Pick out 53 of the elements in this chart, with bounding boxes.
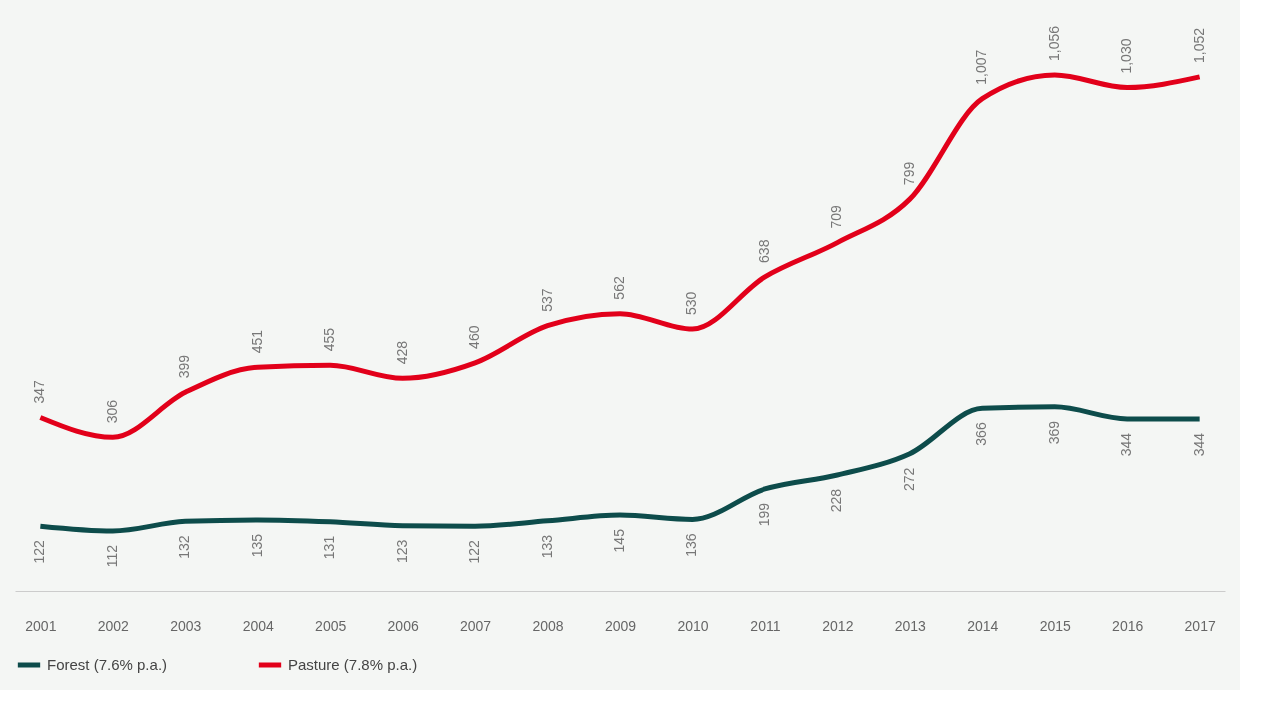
data-label: 112 — [103, 544, 120, 568]
data-label: 344 — [1190, 432, 1207, 457]
data-label: 133 — [538, 534, 555, 559]
data-label: 1,030 — [1118, 38, 1135, 74]
data-label: 1,007 — [973, 49, 990, 85]
x-tick-label: 2016 — [1112, 617, 1144, 634]
x-tick-label: 2010 — [677, 617, 709, 634]
data-label: 272 — [900, 467, 917, 492]
x-tick-label: 2011 — [750, 617, 781, 634]
data-label: 799 — [900, 161, 917, 186]
data-label: 306 — [103, 399, 120, 424]
x-tick-label: 2008 — [532, 617, 564, 634]
data-label: 369 — [1045, 420, 1062, 445]
data-label: 366 — [973, 422, 990, 446]
data-label: 228 — [828, 488, 845, 513]
data-label: 344 — [1118, 432, 1135, 457]
data-label: 135 — [248, 533, 265, 558]
data-label: 122 — [31, 539, 48, 564]
data-label: 199 — [755, 502, 772, 527]
data-label: 145 — [611, 528, 627, 553]
x-tick-label: 2003 — [170, 617, 202, 634]
data-label: 709 — [828, 205, 845, 229]
data-label: 638 — [755, 239, 772, 263]
legend-label: Forest (7.6% p.a.) — [47, 656, 168, 673]
x-tick-label: 2013 — [894, 617, 927, 634]
data-label: 530 — [683, 291, 700, 316]
data-label: 562 — [611, 276, 627, 300]
data-label: 1,052 — [1190, 27, 1207, 63]
x-tick-label: 2014 — [967, 617, 999, 634]
x-tick-label: 2002 — [97, 617, 130, 634]
data-label: 123 — [393, 539, 410, 564]
data-label: 428 — [393, 340, 410, 365]
x-tick-label: 2007 — [460, 617, 492, 634]
data-label: 122 — [466, 539, 483, 564]
data-label: 347 — [31, 379, 48, 404]
legend-label: Pasture (7.8% p.a.) — [288, 656, 418, 673]
x-tick-label: 2006 — [387, 617, 419, 634]
x-tick-label: 2012 — [822, 617, 854, 634]
data-label: 460 — [466, 325, 483, 349]
x-tick-label: 2005 — [315, 617, 347, 634]
data-label: 451 — [248, 329, 265, 354]
data-label: 399 — [176, 354, 193, 379]
data-label: 537 — [538, 288, 555, 312]
data-label: 136 — [683, 533, 700, 557]
x-tick-label: 2004 — [242, 617, 274, 634]
data-label: 455 — [321, 327, 338, 352]
data-label: 1,056 — [1045, 25, 1062, 61]
x-tick-label: 2015 — [1039, 617, 1072, 634]
x-tick-label: 2017 — [1184, 617, 1216, 634]
data-label: 132 — [176, 535, 193, 559]
x-tick-label: 2009 — [604, 617, 637, 634]
data-label: 131 — [321, 535, 338, 560]
x-tick-label: 2001 — [25, 617, 57, 634]
